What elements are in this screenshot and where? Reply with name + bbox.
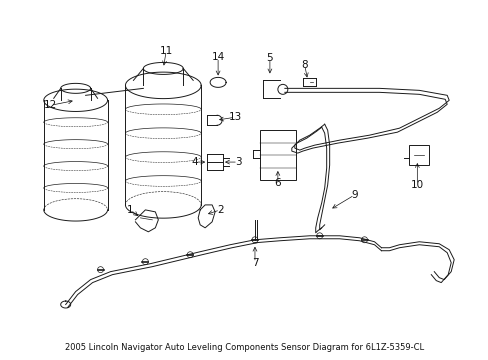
Text: 4: 4 xyxy=(191,157,198,167)
Text: 2005 Lincoln Navigator Auto Leveling Components Sensor Diagram for 6L1Z-5359-CL: 2005 Lincoln Navigator Auto Leveling Com… xyxy=(65,343,423,352)
Text: 6: 6 xyxy=(274,178,281,188)
Text: 11: 11 xyxy=(160,45,173,55)
Text: 10: 10 xyxy=(410,180,423,190)
Text: 5: 5 xyxy=(266,54,273,63)
Bar xyxy=(260,130,295,180)
Text: 8: 8 xyxy=(301,60,307,71)
Bar xyxy=(408,145,428,165)
Text: 9: 9 xyxy=(350,190,357,200)
Text: 3: 3 xyxy=(234,157,241,167)
Text: 7: 7 xyxy=(251,258,258,268)
Text: 12: 12 xyxy=(44,100,57,110)
Text: 2: 2 xyxy=(216,205,223,215)
Text: 13: 13 xyxy=(228,112,241,122)
Text: 14: 14 xyxy=(211,53,224,63)
Text: 1: 1 xyxy=(127,205,134,215)
